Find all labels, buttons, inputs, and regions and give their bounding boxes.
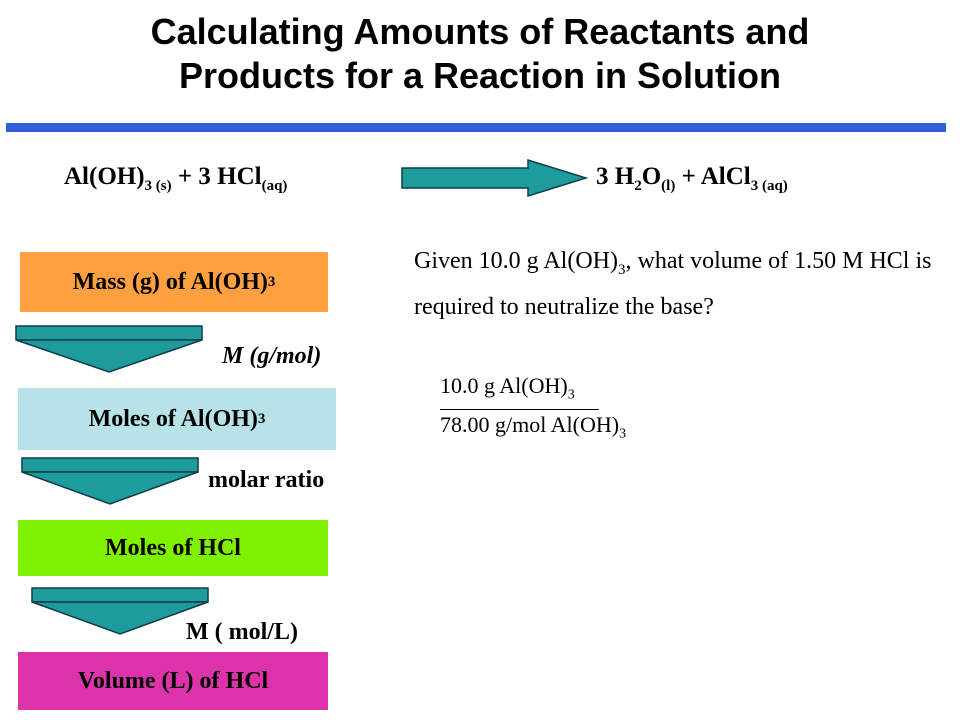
reaction-arrow-icon bbox=[401, 158, 589, 198]
calculation-numerator-text: 10.0 g Al(OH) bbox=[440, 373, 568, 398]
page-title: Calculating Amounts of Reactants and Pro… bbox=[0, 10, 960, 98]
flow-label-molarity: M ( mol/L) bbox=[186, 619, 298, 645]
reactant-aluminum-hydroxide-sub: 3 (s) bbox=[144, 178, 172, 194]
problem-question: Given 10.0 g Al(OH)3, what volume of 1.5… bbox=[414, 243, 934, 326]
flow-label-molar-mass: M (g/mol) bbox=[222, 343, 321, 370]
flow-box-moles-base-label: Moles of Al(OH) bbox=[88, 405, 258, 432]
reactant-hcl-state: (aq) bbox=[261, 178, 288, 194]
down-arrow-icon bbox=[31, 587, 209, 635]
title-line-1: Calculating Amounts of Reactants and bbox=[150, 11, 810, 52]
calculation-denominator: 78.00 g/mol Al(OH)3 bbox=[440, 410, 626, 449]
product-water-coef: 3 H bbox=[596, 163, 635, 190]
question-sub: 3 bbox=[617, 261, 626, 278]
flow-label-molar-ratio: molar ratio bbox=[208, 467, 325, 493]
question-part-1: Given 10.0 g Al(OH) bbox=[414, 248, 618, 274]
title-line-2: Products for a Reaction in Solution bbox=[178, 55, 782, 96]
flow-box-moles-base-sub: 3 bbox=[257, 410, 266, 427]
down-arrow-icon bbox=[21, 457, 199, 505]
product-aluminum-chloride-sub: 3 (aq) bbox=[750, 178, 788, 194]
flow-box-mass-sub: 3 bbox=[267, 273, 276, 290]
product-water-state: (l) bbox=[661, 178, 676, 194]
reactant-hcl: + 3 HCl bbox=[177, 163, 262, 190]
flow-box-mass: Mass (g) of Al(OH) 3 bbox=[20, 252, 328, 312]
product-water-o: O bbox=[641, 163, 662, 190]
flow-box-volume-hcl: Volume (L) of HCl bbox=[18, 652, 328, 710]
title-divider bbox=[6, 123, 946, 132]
reactant-aluminum-hydroxide: Al(OH) bbox=[64, 163, 145, 190]
flow-box-mass-label: Mass (g) of Al(OH) bbox=[72, 268, 268, 295]
calculation-denominator-text: 78.00 g/mol Al(OH) bbox=[440, 412, 620, 438]
product-water-h-sub: 2 bbox=[634, 178, 642, 194]
down-arrow-icon bbox=[15, 325, 203, 373]
calculation-numerator: 10.0 g Al(OH)3 bbox=[440, 372, 599, 411]
product-aluminum-chloride: + AlCl bbox=[681, 163, 751, 190]
calculation-numerator-sub: 3 bbox=[567, 387, 575, 403]
equation-products: 3 H2O(l) + AlCl3 (aq) bbox=[596, 163, 788, 195]
question-part-2: , what volume of 1.50 M HCl is required … bbox=[414, 248, 932, 320]
flow-box-moles-hcl: Moles of HCl bbox=[18, 520, 328, 576]
flow-label-molar-mass-text: M (g/mol) bbox=[222, 343, 322, 369]
flow-box-moles-base: Moles of Al(OH) 3 bbox=[18, 388, 336, 450]
calculation-denominator-sub: 3 bbox=[619, 426, 627, 442]
calculation-fraction: 10.0 g Al(OH)3 78.00 g/mol Al(OH)3 bbox=[440, 372, 626, 450]
equation-reactants: Al(OH)3 (s) + 3 HCl(aq) bbox=[64, 163, 287, 195]
flow-box-volume-hcl-label: Volume (L) of HCl bbox=[77, 667, 269, 694]
flow-box-moles-hcl-label: Moles of HCl bbox=[105, 534, 241, 561]
